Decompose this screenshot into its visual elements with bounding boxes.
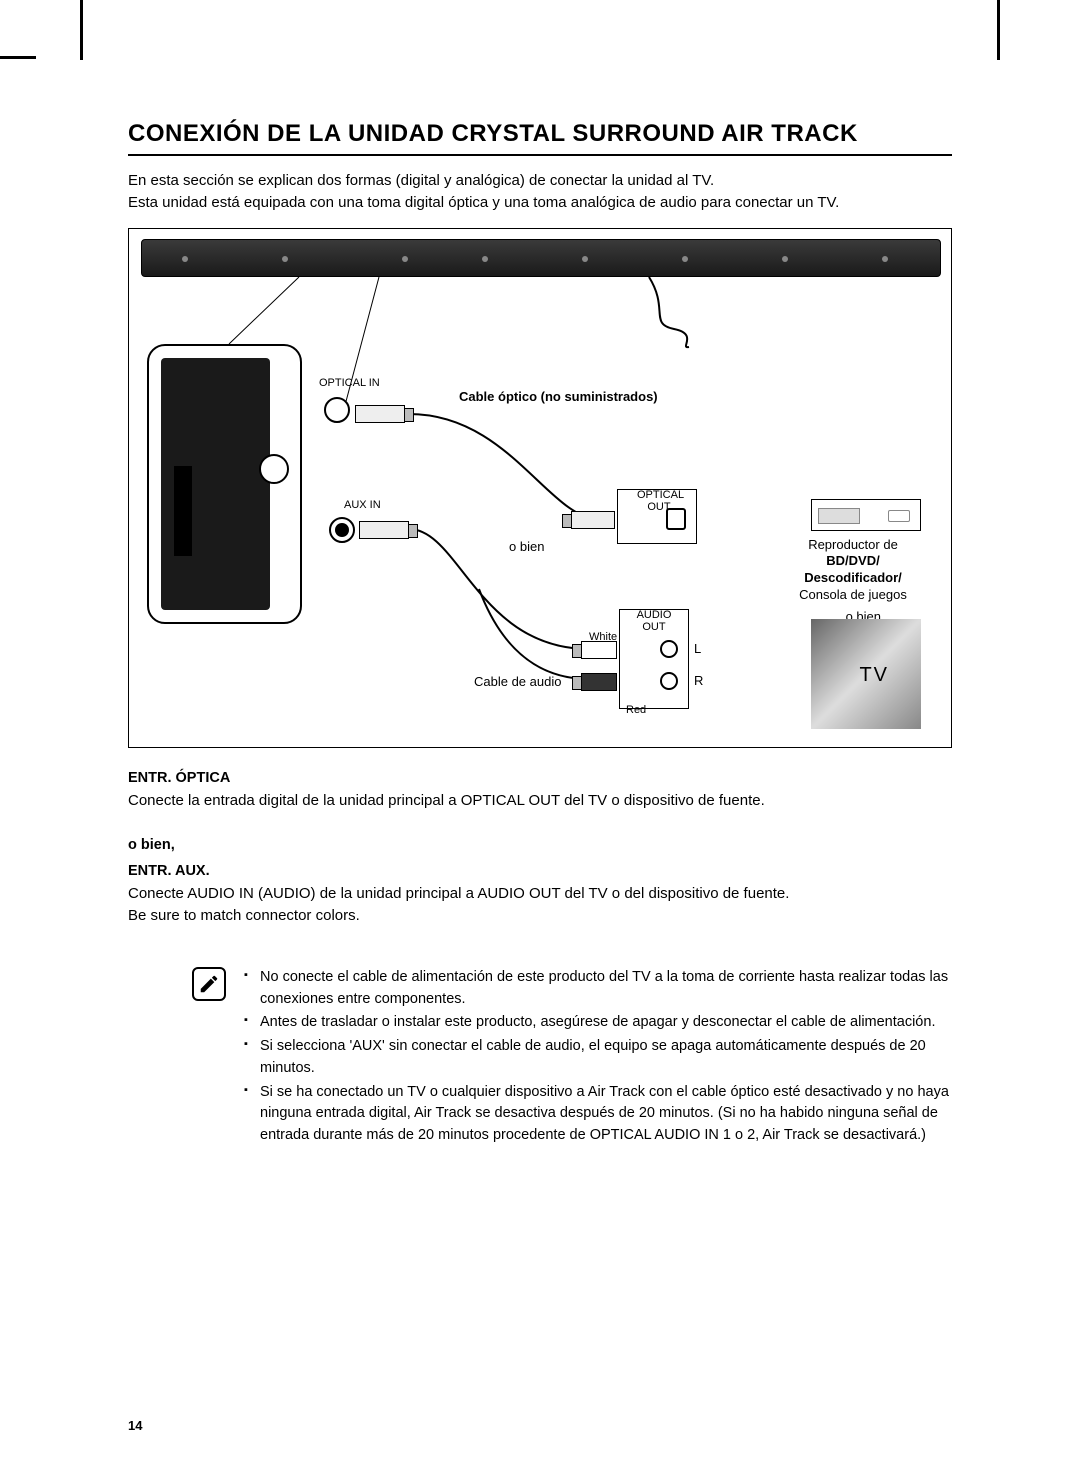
notes-block: No conecte el cable de alimentación de e… bbox=[192, 967, 952, 1149]
page-content: CONEXIÓN DE LA UNIDAD CRYSTAL SURROUND A… bbox=[128, 120, 952, 1149]
optical-plug-right bbox=[571, 511, 615, 529]
device-line: Consola de juegos bbox=[799, 587, 907, 602]
device-line: Reproductor de bbox=[808, 537, 898, 552]
side-unit-knob bbox=[259, 454, 289, 484]
label-optical-in: OPTICAL IN bbox=[319, 377, 380, 389]
heading-entr-aux: ENTR. AUX. bbox=[128, 863, 952, 879]
crop-mark bbox=[997, 0, 1000, 60]
device-line: BD/DVD/ bbox=[826, 553, 879, 568]
label-cable-optico: Cable óptico (no suministrados) bbox=[459, 389, 658, 404]
port-aux-in bbox=[329, 517, 355, 543]
pencil-icon bbox=[198, 973, 220, 995]
body-entr-aux-1: Conecte AUDIO IN (AUDIO) de la unidad pr… bbox=[128, 883, 952, 905]
note-item: Si selecciona 'AUX' sin conectar el cabl… bbox=[244, 1036, 952, 1080]
intro-line: Esta unidad está equipada con una toma d… bbox=[128, 192, 952, 214]
tv-label: TV bbox=[859, 664, 889, 687]
connection-diagram: OPTICAL IN Cable óptico (no suministrado… bbox=[128, 228, 952, 748]
label-R: R bbox=[694, 673, 703, 688]
section-entr-optica: ENTR. ÓPTICA Conecte la entrada digital … bbox=[128, 770, 952, 812]
port-optical-in bbox=[324, 397, 350, 423]
section-entr-aux: ENTR. AUX. Conecte AUDIO IN (AUDIO) de l… bbox=[128, 863, 952, 927]
label-audio-out: AUDIO OUT bbox=[629, 609, 679, 633]
crop-mark bbox=[80, 0, 83, 60]
device-label: Reproductor de BD/DVD/ Descodificador/ C… bbox=[773, 537, 933, 605]
heading-entr-optica: ENTR. ÓPTICA bbox=[128, 770, 952, 786]
rca-red-plug bbox=[581, 673, 617, 691]
intro-line: En esta sección se explican dos formas (… bbox=[128, 170, 952, 192]
label-red: Red bbox=[626, 704, 646, 716]
label-optical-out: OPTICAL OUT bbox=[637, 489, 681, 513]
aux-plug bbox=[359, 521, 409, 539]
note-item: Si se ha conectado un TV o cualquier dis… bbox=[244, 1082, 952, 1147]
label-o-bien: o bien bbox=[509, 539, 544, 554]
note-item: Antes de trasladar o instalar este produ… bbox=[244, 1012, 952, 1034]
page-title: CONEXIÓN DE LA UNIDAD CRYSTAL SURROUND A… bbox=[128, 120, 952, 156]
crop-mark bbox=[0, 56, 36, 59]
rca-white-plug bbox=[581, 641, 617, 659]
body-entr-optica: Conecte la entrada digital de la unidad … bbox=[128, 790, 952, 812]
side-unit-illustration bbox=[147, 344, 302, 624]
label-aux-in: AUX IN bbox=[344, 499, 381, 511]
page-number: 14 bbox=[128, 1418, 142, 1433]
body-entr-aux-2: Be sure to match connector colors. bbox=[128, 905, 952, 927]
notes-list: No conecte el cable de alimentación de e… bbox=[244, 967, 952, 1149]
optical-plug bbox=[355, 405, 405, 423]
label-L: L bbox=[694, 641, 701, 656]
label-cable-audio: Cable de audio bbox=[474, 674, 561, 689]
device-line: Descodificador/ bbox=[804, 570, 902, 585]
note-icon bbox=[192, 967, 226, 1001]
intro-text: En esta sección se explican dos formas (… bbox=[128, 170, 952, 214]
note-item: No conecte el cable de alimentación de e… bbox=[244, 967, 952, 1011]
player-device-illustration bbox=[811, 499, 921, 531]
label-o-bien-mid: o bien, bbox=[128, 837, 952, 853]
